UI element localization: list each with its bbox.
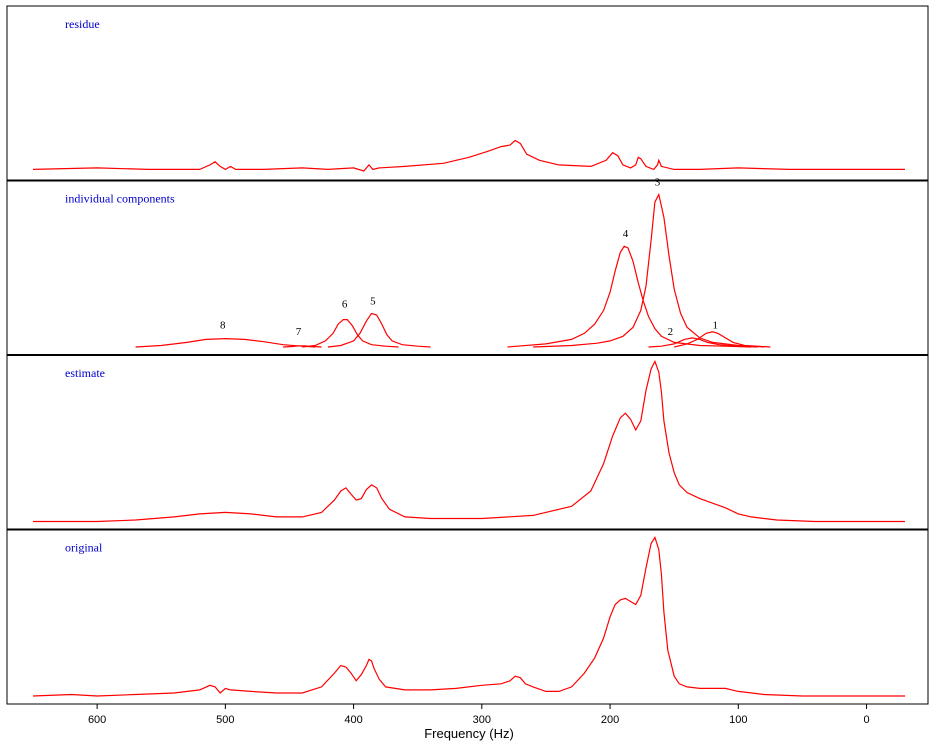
peak-label-7: 7 bbox=[296, 326, 302, 338]
peak-label-8: 8 bbox=[220, 320, 226, 332]
peak-label-1: 1 bbox=[712, 320, 718, 332]
x-tick-label: 600 bbox=[88, 714, 106, 726]
x-tick-label: 400 bbox=[344, 714, 362, 726]
peak-label-5: 5 bbox=[370, 295, 376, 307]
panel-label: individual components bbox=[65, 192, 175, 206]
panel-individual-components: individual components 1 2 3 4 5 6 7 8 bbox=[7, 176, 928, 348]
panel-label: estimate bbox=[65, 366, 105, 380]
peak-label-6: 6 bbox=[342, 298, 348, 310]
series-line-5 bbox=[327, 312, 431, 348]
x-tick-label: 200 bbox=[601, 714, 619, 726]
x-tick-label: 0 bbox=[863, 714, 869, 726]
panel-estimate: estimate bbox=[7, 354, 928, 523]
panels: residue individual components 1 2 3 4 5 6 7 8 esti… bbox=[6, 5, 929, 705]
x-tick-label: 300 bbox=[473, 714, 491, 726]
series-line-8 bbox=[135, 337, 316, 348]
x-tick-label: 100 bbox=[729, 714, 747, 726]
series-line-3 bbox=[533, 192, 764, 348]
x-tick-label: 500 bbox=[216, 714, 234, 726]
x-axis-title: Frequency (Hz) bbox=[424, 726, 514, 741]
panel-residue: residue bbox=[32, 17, 905, 172]
x-axis: 600 500 400 300 200 100 0 bbox=[88, 704, 870, 726]
peak-label-4: 4 bbox=[623, 228, 629, 240]
peak-label-3: 3 bbox=[655, 176, 661, 188]
panel-label: residue bbox=[65, 17, 100, 31]
series-line-residue bbox=[32, 139, 905, 172]
series-line-2 bbox=[648, 337, 758, 348]
series-line-4 bbox=[507, 245, 752, 348]
peak-label-2: 2 bbox=[668, 326, 674, 338]
panel-label: original bbox=[65, 541, 103, 555]
series-line-estimate bbox=[33, 359, 905, 523]
panel-original: original bbox=[7, 528, 928, 697]
series-line-6 bbox=[302, 319, 399, 348]
series-line-original bbox=[32, 535, 905, 697]
